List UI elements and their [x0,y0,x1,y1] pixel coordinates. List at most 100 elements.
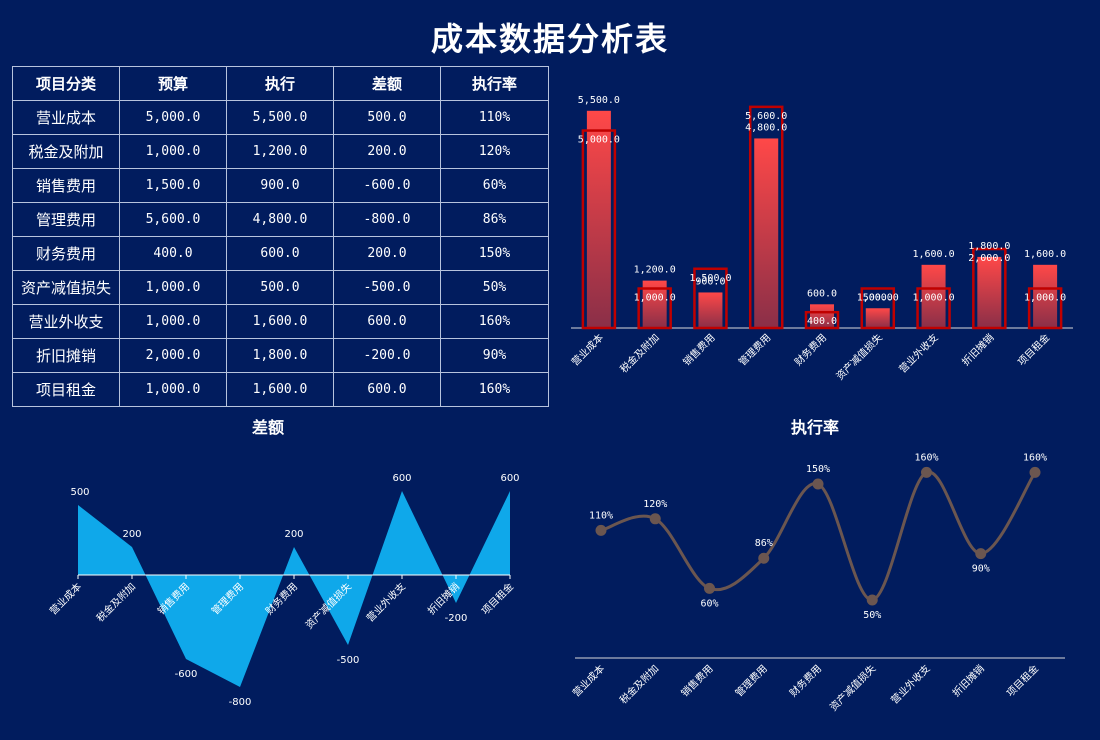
table-row: 营业外收支 1,000.0 1,600.0 600.0 160% [12,304,549,339]
cell-budget: 5,000.0 [119,100,227,135]
budget-value-label: 1,000.0 [857,293,899,304]
page-title: 成本数据分析表 [430,20,669,58]
rate-point [1029,466,1041,478]
category-tick-label: 税金及附加 [617,662,662,707]
budget-bar [804,310,840,330]
rate-point [921,466,932,478]
category-tick-label: 营业外收支 [888,662,933,707]
difference-chart-title: 差额 [251,418,284,437]
difference-value-label: 600 [500,473,519,484]
cell-category: 财务费用 [12,236,120,271]
budget-bar [581,129,617,330]
cell-budget: 1,000.0 [119,372,227,407]
table-row: 资产减值损失 1,000.0 500.0 -500.0 50% [12,270,549,305]
cell-execution-rate: 160% [440,372,549,407]
category-tick-label: 营业成本 [570,662,607,699]
difference-value-label: 500 [70,487,89,498]
rate-value-label: 160% [1023,452,1047,463]
budget-value-label: 1,000.0 [912,293,954,304]
actual-bar [810,304,834,328]
actual-bar [865,308,890,328]
rate-value-label: 50% [863,610,881,621]
category-tick-label: 税金及附加 [94,580,139,625]
rate-value-label: 60% [700,598,718,609]
rate-value-label: 86% [755,538,773,549]
rate-point [975,548,987,560]
table-row: 税金及附加 1,000.0 1,200.0 200.0 120% [12,134,549,169]
actual-value-label: 1,600.0 [1024,249,1066,260]
execution-rate-line [600,470,1037,602]
actual-bar [754,138,779,328]
difference-value-label: 600 [392,473,411,484]
category-tick-label: 资产减值损失 [833,331,885,383]
actual-bar [586,110,611,329]
category-tick-label: 销售费用 [678,662,715,699]
cell-execution-rate: 110% [440,100,549,135]
difference-area [78,491,510,687]
category-tick-label: 管理费用 [732,662,769,699]
cell-difference: 600.0 [333,372,441,407]
difference-value-label: -500 [337,655,360,666]
header-actual: 执行 [226,66,334,101]
budget-value-label: 5,000.0 [578,135,620,146]
header-execution-rate: 执行率 [440,66,549,101]
cell-execution-rate: 160% [440,304,549,339]
budget-bar [637,287,672,330]
budget-value-label: 5,600.0 [745,111,787,122]
execution-rate-line-chart: 110% 营业成本 120% 税金及附加 60% 销售费用 86% 管理费用 150% 财务费用 5… [570,452,1065,714]
difference-value-label: -600 [175,669,198,680]
budget-value-label: 400.0 [807,316,837,327]
rate-value-label: 120% [643,499,667,510]
budget-bar [748,105,784,330]
category-tick-label: 项目租金 [1015,331,1052,368]
cell-difference: -200.0 [333,338,441,373]
actual-bar [977,256,1002,328]
category-tick-label: 折旧摊销 [959,331,996,368]
rate-point [649,513,661,525]
cell-budget: 5,600.0 [119,202,227,237]
actual-value-label: 500.0 [863,292,893,303]
category-tick-label: 财务费用 [787,662,824,699]
cell-budget: 400.0 [119,236,227,271]
budget-vs-actual-bar-chart: 5,500.0 5,000.0 营业成本 1,200.0 1,000.0 税金及附加 900… [569,95,1073,383]
category-tick-label: 财务费用 [792,331,829,368]
cell-budget: 1,500.0 [119,168,227,203]
difference-area-chart: 500营业成本200税金及附加-600销售费用-800管理费用200财务费用-5… [47,473,520,708]
budget-bar [916,287,951,330]
category-tick-label: 资产减值损失 [827,662,879,714]
rate-value-label: 160% [914,452,938,463]
rate-chart-title: 执行率 [790,418,839,437]
table-row: 项目租金 1,000.0 1,600.0 600.0 160% [12,372,549,407]
cell-execution-rate: 60% [440,168,549,203]
budget-value-label: 2,000.0 [968,253,1010,264]
actual-bar [698,292,723,328]
actual-value-label: 1,800.0 [968,241,1010,252]
category-tick-label: 营业成本 [47,580,84,617]
rate-point [866,594,878,606]
cell-actual: 1,600.0 [226,372,334,407]
budget-bar [860,287,896,330]
cell-actual: 600.0 [226,236,334,271]
actual-value-label: 4,800.0 [745,122,787,133]
cell-execution-rate: 120% [440,134,549,169]
cell-actual: 1,200.0 [226,134,334,169]
category-tick-label: 折旧摊销 [949,662,986,699]
rate-value-label: 90% [972,564,990,575]
cell-difference: 600.0 [333,304,441,339]
budget-bar [972,247,1007,330]
category-tick-label: 管理费用 [736,331,773,368]
cell-category: 资产减值损失 [12,270,120,305]
table-row: 折旧摊销 2,000.0 1,800.0 -200.0 90% [12,338,549,373]
category-tick-label: 营业成本 [569,331,606,368]
category-tick-label: 营业外收支 [896,331,941,376]
cost-table: 项目分类 预算 执行 差额 执行率 营业成本 5,000.0 5,500.0 500.… [12,66,549,407]
category-tick-label: 税金及附加 [617,331,662,376]
cell-budget: 1,000.0 [119,134,227,169]
category-tick-label: 营业外收支 [364,580,409,625]
rate-point [758,552,770,564]
header-budget: 预算 [119,66,227,101]
budget-value-label: 1,500.0 [689,273,731,284]
difference-value-label: 200 [284,529,303,540]
actual-value-label: 1,600.0 [912,249,954,260]
